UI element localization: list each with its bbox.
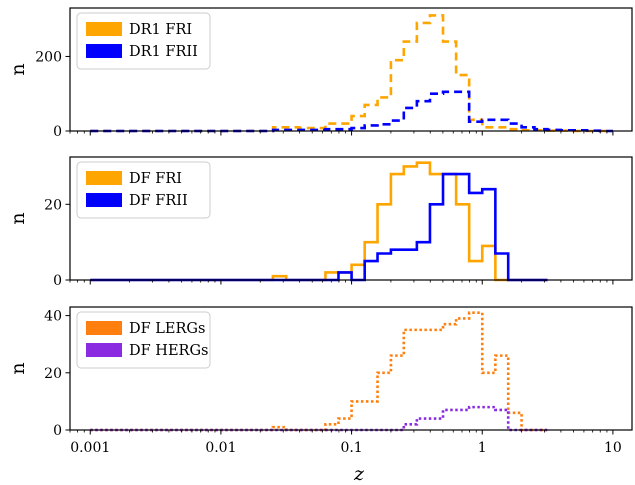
series-line-df-frii: [90, 172, 548, 282]
legend-label: DF HERGs: [129, 343, 208, 359]
series-line-df-hergs: [90, 405, 548, 432]
x-tick-label: 0.01: [205, 440, 236, 456]
legend-swatch: [86, 321, 122, 335]
legend-swatch: [86, 193, 122, 207]
x-tick-label: 0.001: [70, 440, 110, 456]
legend-swatch: [86, 22, 122, 36]
y-tick-label: 0: [53, 423, 62, 439]
legend-label: DF LERGs: [129, 321, 205, 337]
legend-swatch: [86, 44, 122, 58]
x-axis-label: z: [353, 463, 365, 485]
panel-1: 0 200 n DR1 FRI DR1 FRII: [7, 7, 633, 140]
legend-label: DR1 FRII: [129, 44, 198, 60]
legend-swatch: [86, 171, 122, 185]
y-tick-label: 200: [35, 49, 62, 65]
legend-label: DF FRII: [129, 193, 188, 209]
x-tick-label: 0.1: [340, 440, 362, 456]
legend-swatch: [86, 343, 122, 357]
plot-frame: [69, 7, 633, 132]
y-axis-label: n: [7, 63, 29, 75]
series-line-df-lergs: [90, 311, 548, 432]
y-tick-label: 20: [44, 366, 62, 382]
plot-frame: [69, 156, 633, 281]
panel-3: 0 20 40 n 0.001 0.01 0.1 1 10 z DF LERGs DF HERGs: [7, 306, 633, 485]
y-axis-label: n: [7, 212, 29, 224]
y-tick-label: 0: [53, 273, 62, 289]
y-tick-label: 20: [44, 197, 62, 213]
x-tick-label: 10: [604, 440, 622, 456]
y-tick-label: 40: [44, 309, 62, 325]
plot-frame: [69, 306, 633, 431]
series-line-dr1-frii: [90, 90, 613, 133]
series-line-dr1-fri: [90, 14, 613, 133]
x-tick-label: 1: [478, 440, 487, 456]
panel-2: 0 20 n DF FRI DF FRII: [7, 156, 633, 289]
y-tick-label: 0: [53, 124, 62, 140]
series-line-df-fri: [90, 161, 548, 282]
y-axis-label: n: [7, 362, 29, 374]
legend-label: DR1 FRI: [129, 22, 192, 38]
legend-label: DF FRI: [129, 171, 182, 187]
